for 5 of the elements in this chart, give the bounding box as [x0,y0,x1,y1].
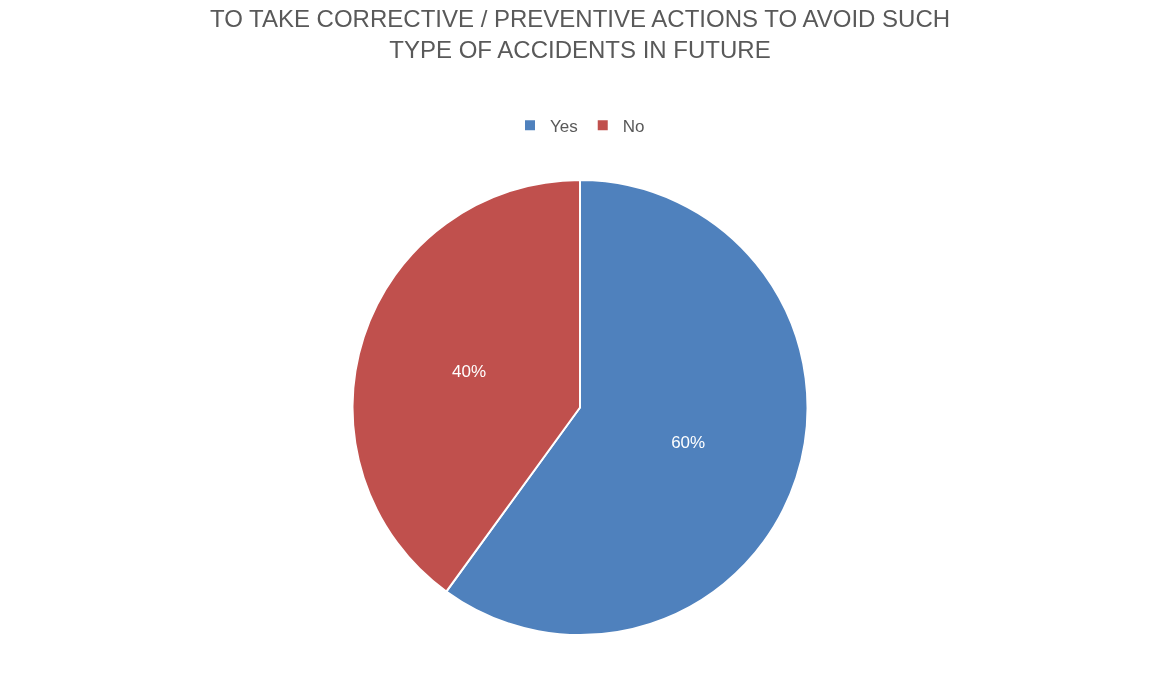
data-label: 40% [452,361,487,381]
data-label: 60% [671,433,706,453]
chart-title: TO TAKE CORRECTIVE / PREVENTIVE ACTIONS TO AVOID SUCH TYPE OF ACCIDENTS IN FUTURE [209,5,951,64]
legend-label: No [622,116,645,136]
legend-label: Yes [550,116,578,136]
